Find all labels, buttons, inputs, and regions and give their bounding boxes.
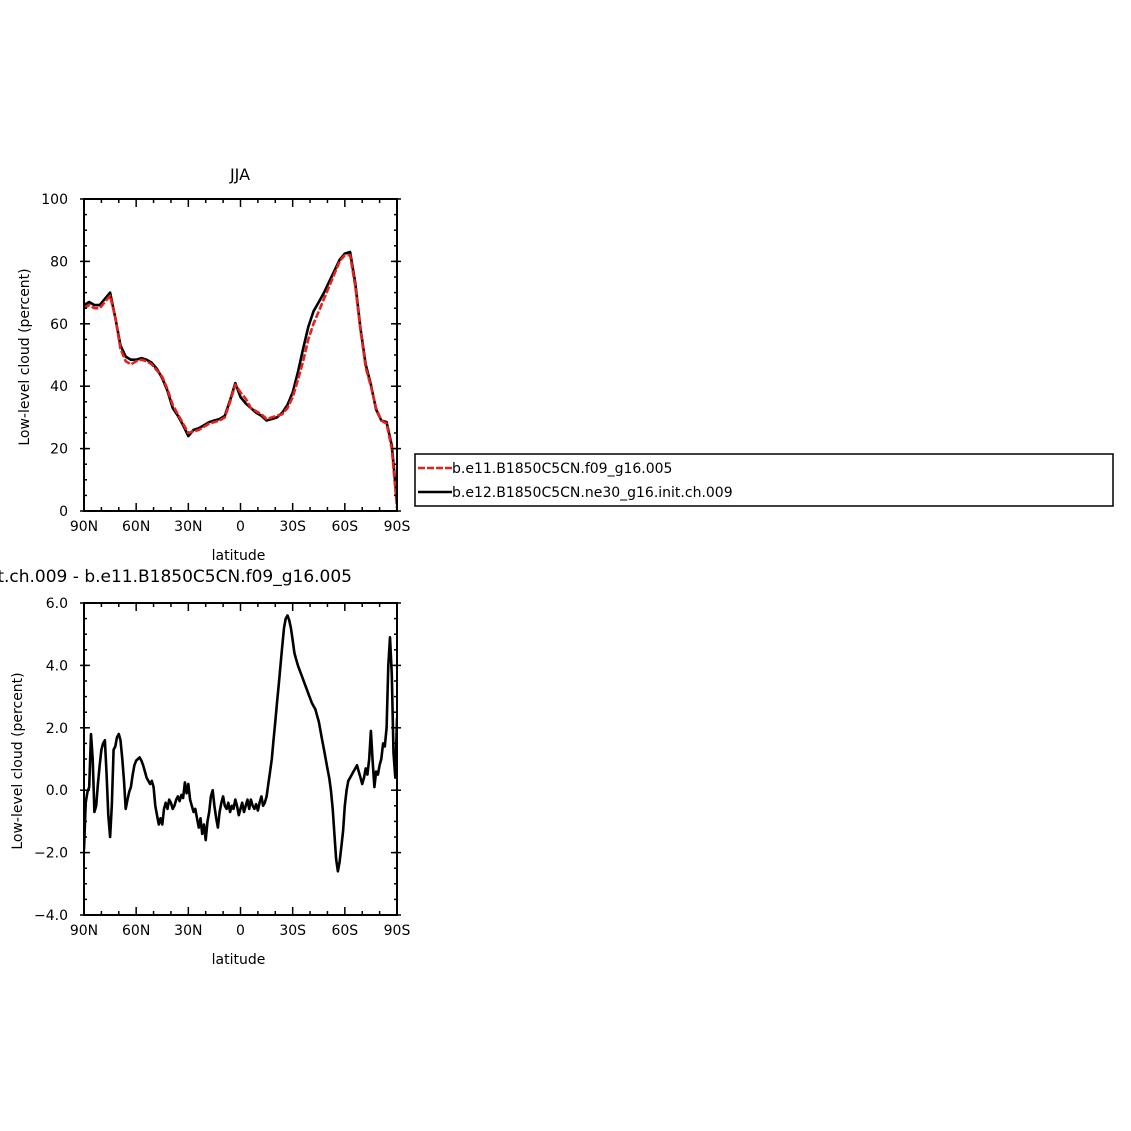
x-tick-label: 60S — [331, 923, 358, 939]
y-axis-label: Low-level cloud (percent) — [10, 672, 26, 849]
x-tick-label: 90N — [70, 519, 98, 535]
y-axis-label: Low-level cloud (percent) — [17, 268, 33, 445]
series-line-1 — [84, 614, 397, 873]
x-tick-label: 30S — [279, 519, 306, 535]
x-axis-label: latitude — [212, 952, 266, 968]
chart-panel-2: b.e12.B1850C5CN.ne30_g16.init.ch.009 - b… — [0, 567, 410, 968]
x-tick-label: 90S — [384, 923, 411, 939]
series-line-2 — [84, 250, 397, 502]
y-tick-label: 40 — [50, 379, 68, 395]
plot-frame — [83, 602, 398, 916]
y-tick-label: 2.0 — [46, 721, 68, 737]
legend-label-2: b.e12.B1850C5CN.ne30_g16.init.ch.009 — [452, 485, 733, 501]
x-tick-label: 60N — [122, 519, 150, 535]
y-tick-label: 80 — [50, 254, 68, 270]
y-tick-label: 6.0 — [46, 596, 68, 612]
y-tick-label: 20 — [50, 442, 68, 458]
x-tick-label: 60N — [122, 923, 150, 939]
x-tick-label: 90N — [70, 923, 98, 939]
y-tick-label: 60 — [50, 317, 68, 333]
x-axis-label: latitude — [212, 548, 266, 564]
y-tick-label: 0.0 — [46, 783, 68, 799]
legend: b.e11.B1850C5CN.f09_g16.005 b.e12.B1850C5… — [414, 453, 1114, 507]
chart-title: b.e12.B1850C5CN.ne30_g16.init.ch.009 - b… — [0, 567, 352, 587]
series-line-1 — [84, 253, 397, 509]
y-tick-label: −2.0 — [34, 846, 68, 862]
y-tick-label: 0 — [59, 504, 68, 520]
chart-title: JJA — [229, 165, 250, 184]
plot-frame — [83, 198, 398, 512]
x-tick-label: 0 — [236, 923, 245, 939]
x-tick-label: 90S — [384, 519, 411, 535]
x-tick-label: 30N — [174, 519, 202, 535]
y-tick-label: −4.0 — [34, 908, 68, 924]
x-tick-label: 30S — [279, 923, 306, 939]
legend-label-1: b.e11.B1850C5CN.f09_g16.005 — [452, 461, 672, 477]
x-tick-label: 60S — [331, 519, 358, 535]
y-tick-label: 4.0 — [46, 658, 68, 674]
x-tick-label: 30N — [174, 923, 202, 939]
x-tick-label: 0 — [236, 519, 245, 535]
legend-box — [414, 453, 1114, 507]
y-tick-label: 100 — [41, 192, 68, 208]
chart-panel-1: JJA 90N 60N 30N 0 30S 60S 90S 0 20 40 60 80 100 latitu… — [17, 165, 410, 564]
